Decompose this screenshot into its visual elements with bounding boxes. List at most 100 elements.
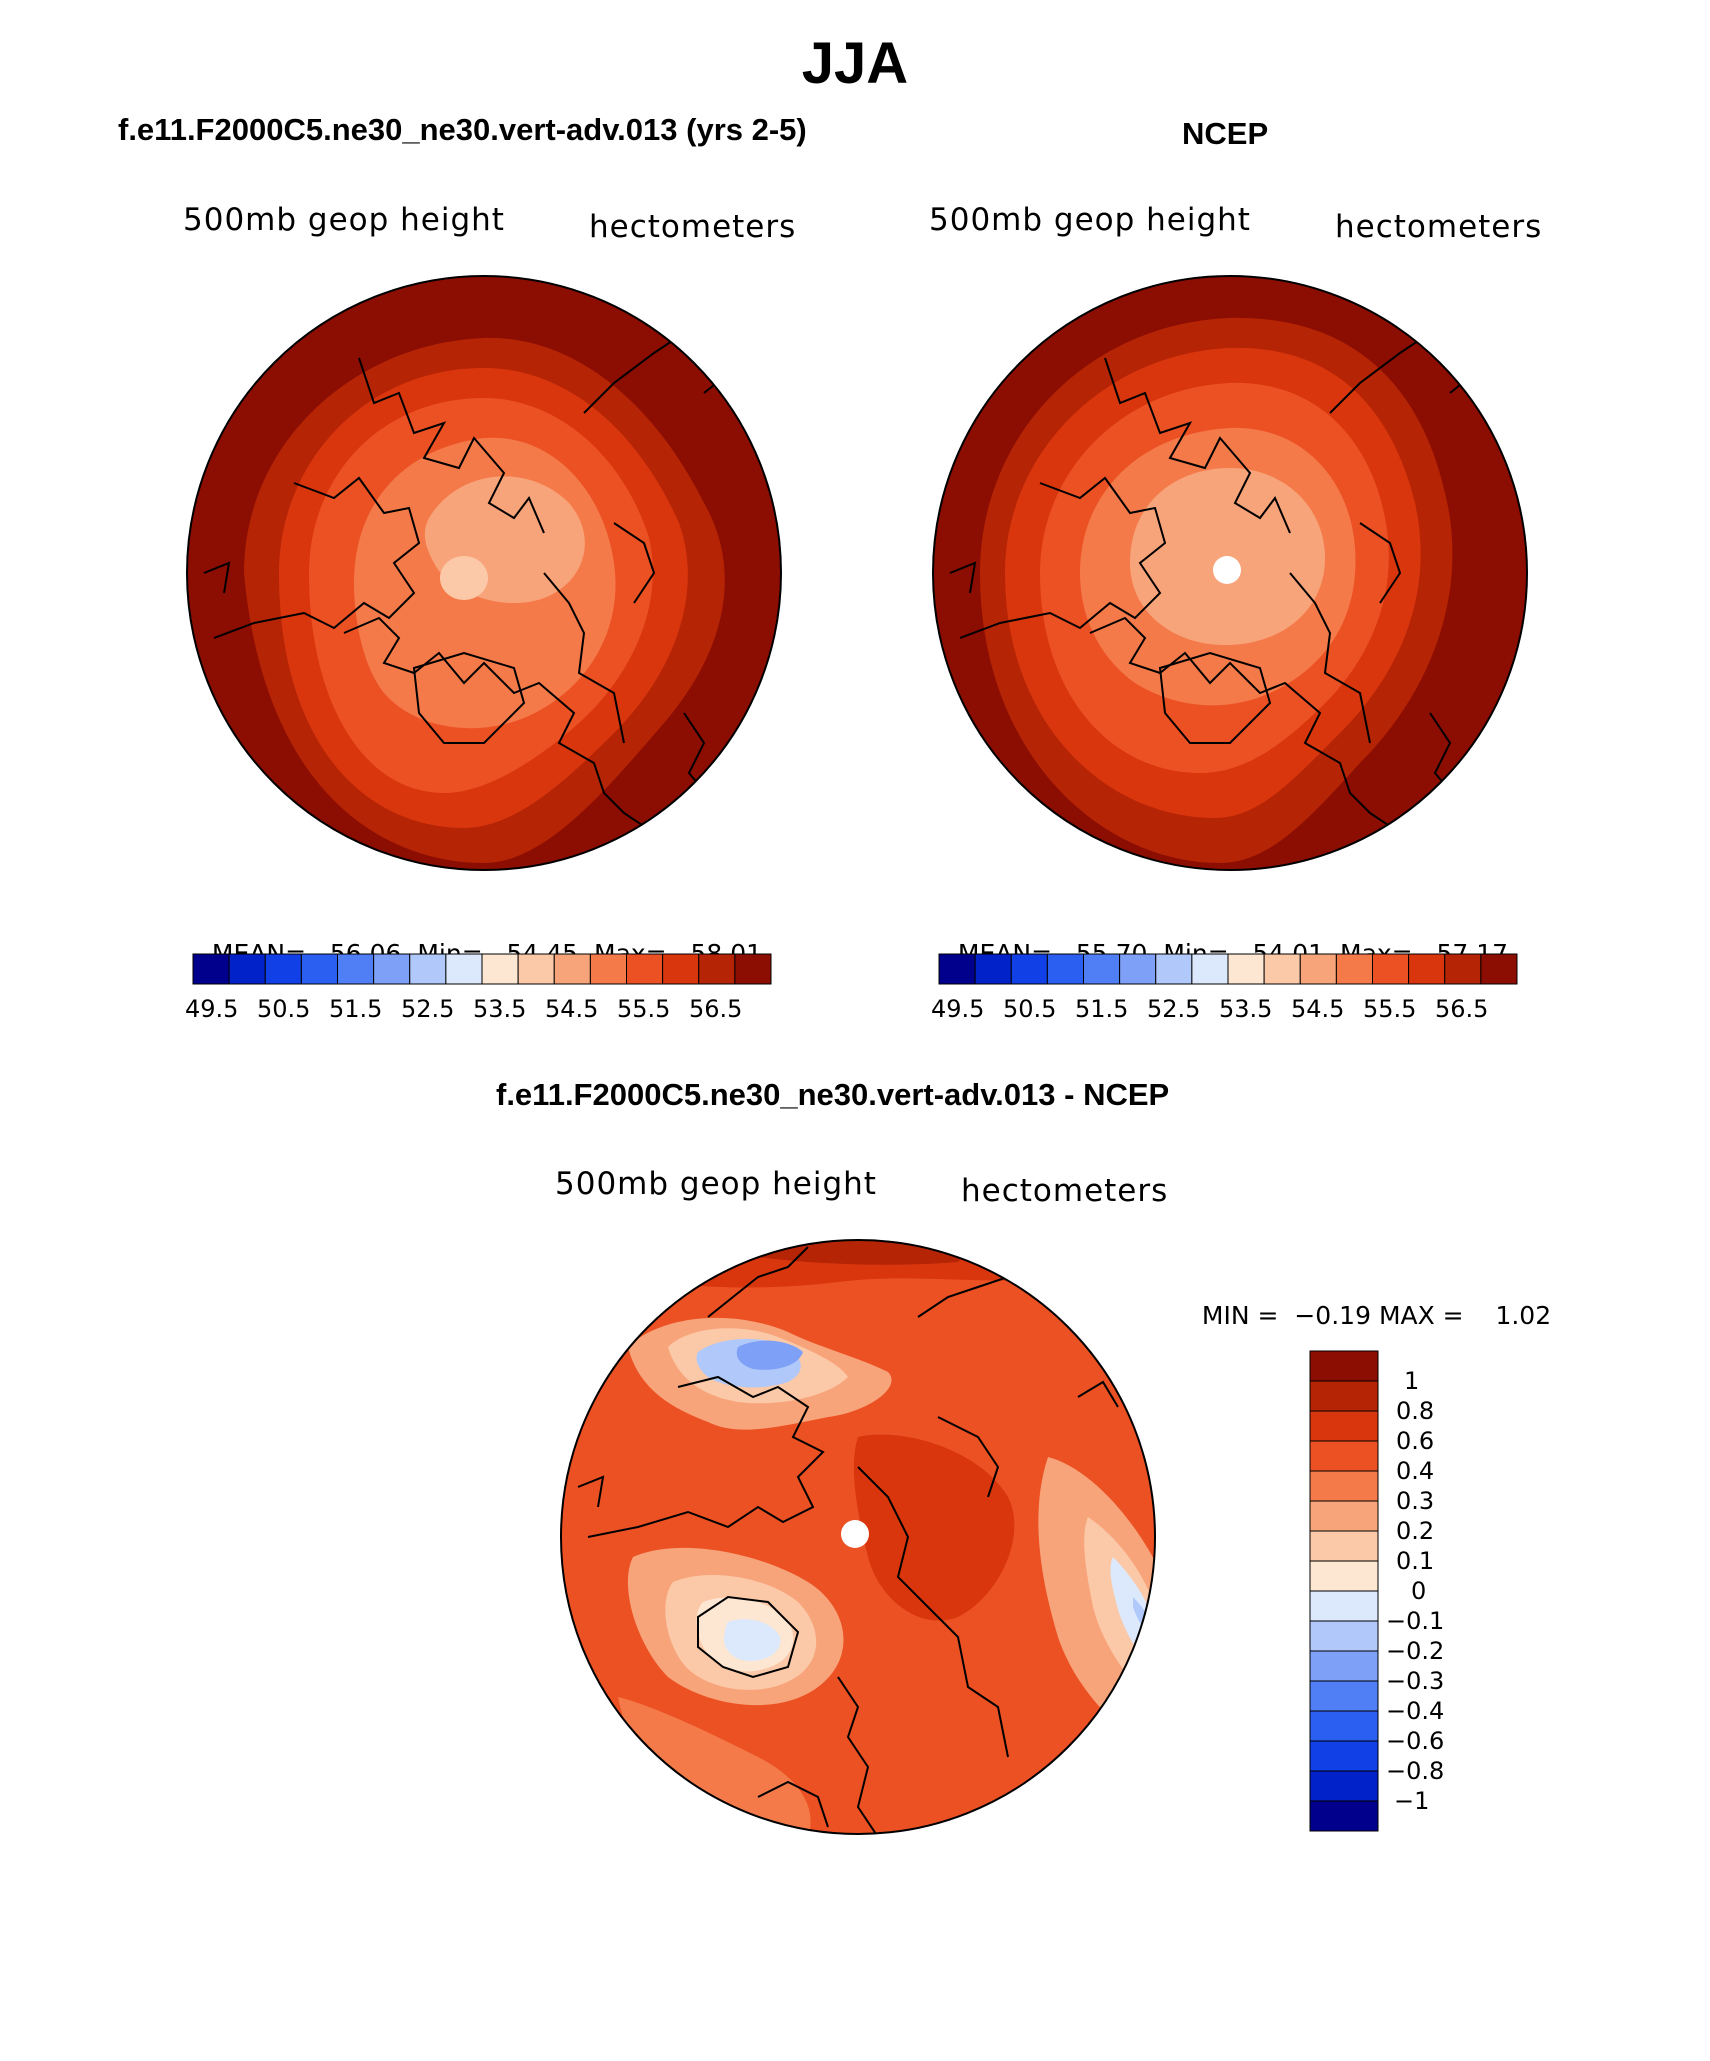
- colorbar-swatch: [553, 953, 591, 985]
- colorbar-swatch: [1444, 953, 1482, 985]
- colorbar-tick-label: 0.3: [1396, 1487, 1435, 1515]
- diff-minmax: MIN = −0.19 MAX = 1.02: [1186, 1272, 1551, 1330]
- colorbar-swatch: [228, 953, 266, 985]
- ncep-colorbar: [938, 953, 1518, 985]
- colorbar-tick-label: 55.5: [1363, 995, 1417, 1023]
- colorbar-swatch: [1299, 953, 1337, 985]
- colorbar-tick-label: 51.5: [329, 995, 383, 1023]
- pole-mask: [841, 1520, 869, 1548]
- colorbar-swatch: [1309, 1770, 1379, 1802]
- coastlines: [203, 302, 745, 834]
- ncep-polar-map: [932, 275, 1528, 871]
- colorbar-tick-label: −0.1: [1386, 1607, 1445, 1635]
- map-border: [560, 1239, 1156, 1835]
- colorbar-tick-label: 0.8: [1396, 1397, 1435, 1425]
- colorbar-tick-label: 52.5: [1147, 995, 1201, 1023]
- colorbar-swatch: [1335, 953, 1373, 985]
- colorbar-swatch: [1083, 953, 1121, 985]
- colorbar-swatch: [1309, 1500, 1379, 1532]
- colorbar-swatch: [734, 953, 772, 985]
- map-border: [932, 275, 1528, 871]
- colorbar-tick-label: −0.4: [1386, 1697, 1445, 1725]
- colorbar-swatch: [938, 953, 976, 985]
- colorbar-swatch: [1191, 953, 1229, 985]
- ncep-colorbar-labels: 49.5 50.5 51.5 52.5 53.5 54.5 55.5 56.5: [931, 995, 1517, 1025]
- colorbar-swatch: [1309, 1740, 1379, 1772]
- colorbar-swatch: [1309, 1380, 1379, 1412]
- colorbar-swatch: [1309, 1470, 1379, 1502]
- max-label: MAX =: [1378, 1301, 1464, 1330]
- colorbar-swatch: [409, 953, 447, 985]
- map-border: [186, 275, 782, 871]
- colorbar-tick-label: 0.4: [1396, 1457, 1435, 1485]
- colorbar-tick-label: 53.5: [1219, 995, 1273, 1023]
- colorbar-swatch: [1155, 953, 1193, 985]
- colorbar-swatch: [1309, 1710, 1379, 1742]
- colorbar-swatch: [626, 953, 664, 985]
- colorbar-swatch: [1309, 1590, 1379, 1622]
- colorbar-swatch: [300, 953, 338, 985]
- colorbar-tick-label: −0.3: [1386, 1667, 1445, 1695]
- colorbar-tick-label: 54.5: [545, 995, 599, 1023]
- model-colorbar-labels: 49.5 50.5 51.5 52.5 53.5 54.5 55.5 56.5: [185, 995, 771, 1025]
- colorbar-tick-label: −0.8: [1386, 1757, 1445, 1785]
- colorbar-tick-label: 0.1: [1396, 1547, 1435, 1575]
- diff-contour-band: [736, 1340, 803, 1370]
- min-label: MIN =: [1201, 1301, 1279, 1330]
- colorbar-tick-label: 49.5: [185, 995, 239, 1023]
- colorbar-tick-label: 51.5: [1075, 995, 1129, 1023]
- colorbar-swatch: [1309, 1530, 1379, 1562]
- colorbar-swatch: [192, 953, 230, 985]
- model-colorbar: [192, 953, 772, 985]
- ncep-panel-title: NCEP: [1182, 116, 1269, 151]
- colorbar-tick-label: −1: [1394, 1787, 1430, 1815]
- pole-mask: [1213, 556, 1241, 584]
- colorbar-tick-label: 0.6: [1396, 1427, 1435, 1455]
- max-value: 1.02: [1495, 1301, 1552, 1330]
- colorbar-swatch: [445, 953, 483, 985]
- diff-contour-band: [723, 1619, 781, 1661]
- colorbar-swatch: [1309, 1350, 1379, 1382]
- colorbar-tick-label: 56.5: [1435, 995, 1489, 1023]
- colorbar-tick-label: 53.5: [473, 995, 527, 1023]
- colorbar-swatch: [1309, 1800, 1379, 1832]
- colorbar-tick-label: 56.5: [689, 995, 743, 1023]
- diff-panel-title: f.e11.F2000C5.ne30_ne30.vert-adv.013 - N…: [496, 1077, 1170, 1112]
- colorbar-swatch: [373, 953, 411, 985]
- colorbar-swatch: [1372, 953, 1410, 985]
- colorbar-tick-label: 1: [1404, 1367, 1420, 1395]
- colorbar-swatch: [1309, 1410, 1379, 1442]
- colorbar-tick-label: 55.5: [617, 995, 671, 1023]
- ncep-units-label: hectometers: [1335, 209, 1543, 245]
- colorbar-swatch: [974, 953, 1012, 985]
- colorbar-tick-label: 50.5: [1003, 995, 1057, 1023]
- colorbar-swatch: [337, 953, 375, 985]
- colorbar-swatch: [1227, 953, 1265, 985]
- colorbar-tick-label: 52.5: [401, 995, 455, 1023]
- model-units-label: hectometers: [589, 209, 797, 245]
- colorbar-tick-label: 50.5: [257, 995, 311, 1023]
- model-polar-map: [186, 275, 782, 871]
- colorbar-swatch: [662, 953, 700, 985]
- min-value: −0.19: [1294, 1301, 1371, 1330]
- colorbar-swatch: [1010, 953, 1048, 985]
- colorbar-swatch: [1309, 1440, 1379, 1472]
- colorbar-swatch: [1263, 953, 1301, 985]
- model-variable-label: 500mb geop height: [183, 202, 505, 238]
- colorbar-tick-label: 54.5: [1291, 995, 1345, 1023]
- model-contour-band: [440, 556, 488, 600]
- colorbar-swatch: [1408, 953, 1446, 985]
- colorbar-tick-label: 49.5: [931, 995, 985, 1023]
- colorbar-swatch: [1309, 1560, 1379, 1592]
- diff-polar-map: [560, 1239, 1156, 1835]
- colorbar-swatch: [517, 953, 555, 985]
- colorbar-tick-label: −0.6: [1386, 1727, 1445, 1755]
- colorbar-swatch: [1309, 1620, 1379, 1652]
- colorbar-swatch: [481, 953, 519, 985]
- model-panel-title: f.e11.F2000C5.ne30_ne30.vert-adv.013 (yr…: [118, 112, 807, 147]
- colorbar-swatch: [1046, 953, 1084, 985]
- colorbar-tick-label: 0: [1411, 1577, 1427, 1605]
- colorbar-swatch: [589, 953, 627, 985]
- diff-colorbar: [1309, 1350, 1379, 1832]
- colorbar-tick-label: −0.2: [1386, 1637, 1445, 1665]
